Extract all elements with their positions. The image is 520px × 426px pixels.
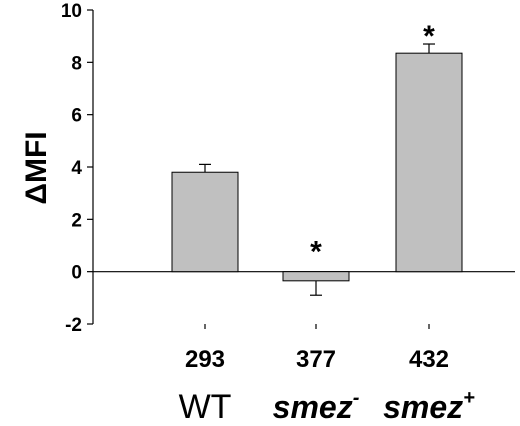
y-axis-label: ΔMFI [20, 131, 53, 204]
y-tick-label: -2 [65, 315, 82, 336]
y-tick-label: 8 [71, 53, 82, 74]
significance-marker: * [423, 20, 435, 53]
category-name-label: smez+ [383, 387, 475, 425]
y-tick-label: 6 [71, 106, 82, 127]
y-tick-label: 4 [71, 158, 82, 179]
y-tick-label: 2 [71, 210, 82, 231]
y-tick-label: 10 [61, 1, 82, 22]
category-name-label: WT [179, 388, 232, 426]
bars: 293 WT * 377 smez- * 432 smez+ [171, 20, 475, 426]
bar [395, 52, 463, 273]
category-number-label: 293 [185, 346, 225, 373]
bar [171, 171, 239, 273]
significance-marker: * [310, 236, 322, 269]
bar [282, 271, 350, 282]
category-name-label: smez- [273, 387, 360, 425]
category-number-label: 377 [296, 346, 336, 373]
category-number-label: 432 [409, 346, 449, 373]
y-tick-label: 0 [71, 263, 82, 284]
